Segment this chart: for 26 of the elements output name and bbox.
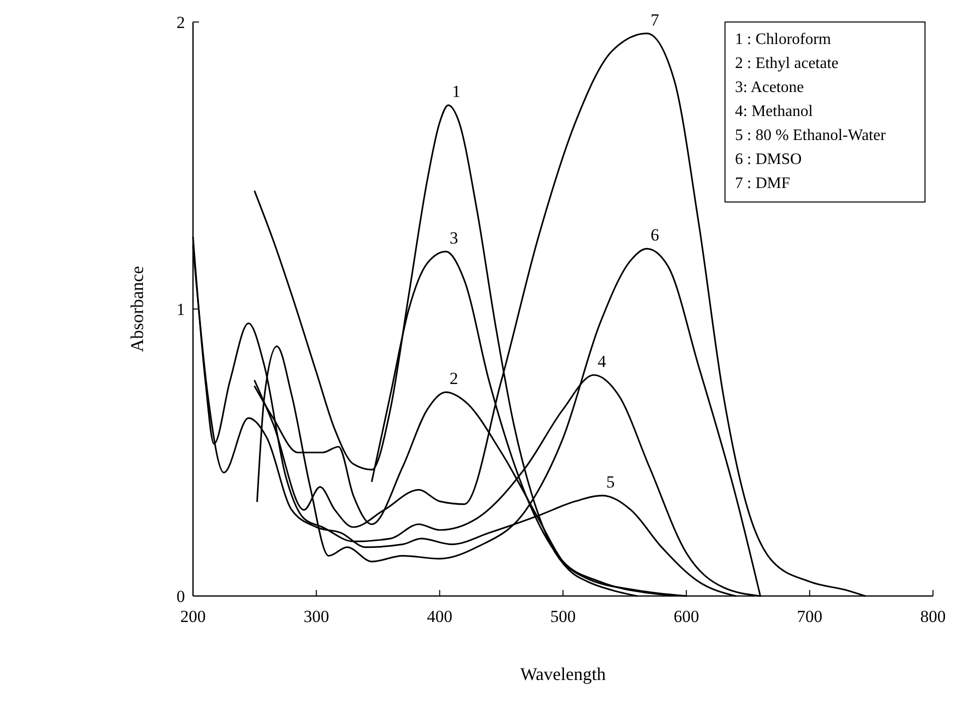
series-label: 6: [650, 226, 660, 245]
series-label: 5: [606, 472, 615, 492]
x-tick-label: 700: [796, 607, 822, 626]
annotation: 4: Methanol: [735, 103, 814, 120]
annotation: 7 : DMF: [735, 175, 790, 192]
x-tick-label: 300: [304, 607, 330, 626]
annotation: 2 : Ethyl acetate: [735, 55, 839, 72]
y-tick-label: 0: [176, 586, 185, 606]
series-label: 3: [450, 228, 458, 248]
x-axis-title: Wavelength: [520, 664, 606, 684]
x-tick-label: 400: [426, 607, 452, 626]
y-tick-label: 1: [176, 300, 185, 319]
series-label: 4: [598, 352, 607, 372]
annotation: 5 : 80 % Ethanol-Water: [735, 127, 886, 144]
x-tick-label: 600: [674, 607, 700, 626]
annotation: 6 : DMSO: [735, 151, 802, 168]
x-tick-label: 200: [180, 607, 206, 626]
annotation: 1 : Chloroform: [735, 31, 832, 48]
y-tick-label: 2: [176, 12, 185, 32]
annotation: 3: Acetone: [735, 79, 804, 96]
y-axis-title: Absorbance: [127, 266, 147, 352]
x-tick-label: 800: [920, 607, 946, 626]
x-tick-label: 500: [550, 607, 576, 626]
series-label: 7: [650, 10, 660, 30]
series-label: 1: [452, 82, 461, 102]
series-label: 2: [450, 369, 458, 388]
